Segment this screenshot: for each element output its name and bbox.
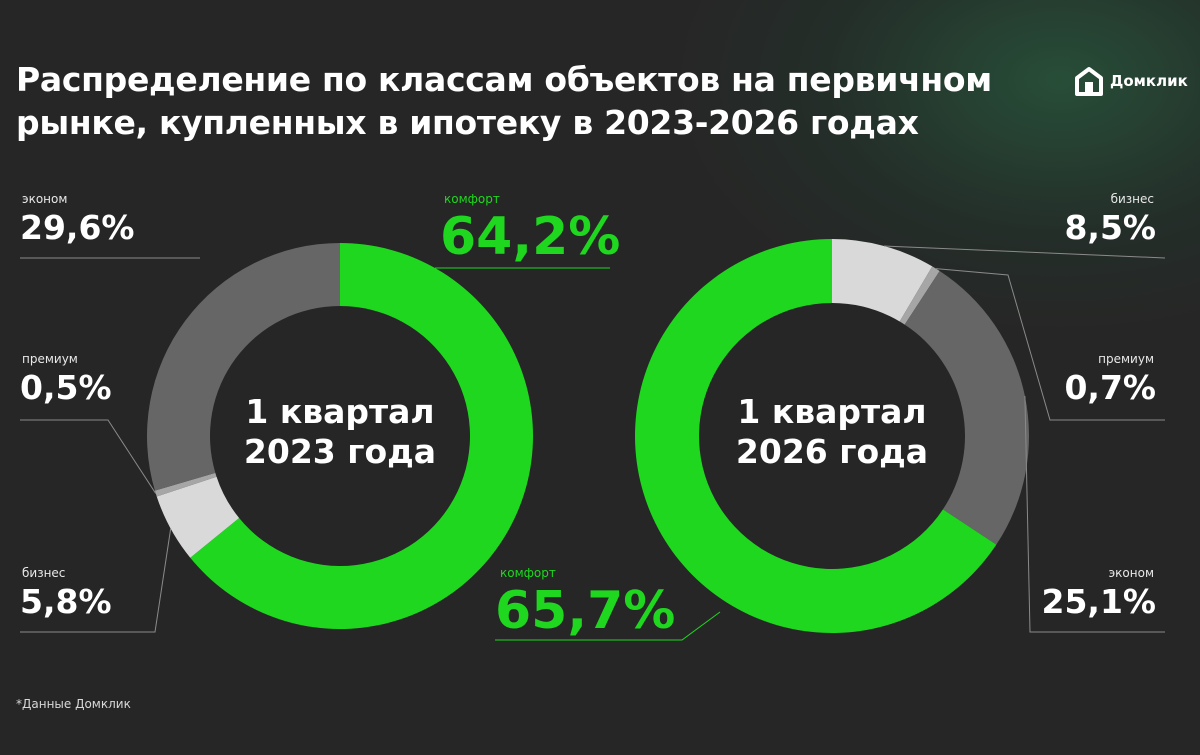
label-economy-2026-name: эконом [1108, 566, 1154, 580]
label-business-2023-value: 5,8% [20, 582, 112, 621]
label-economy-2026-value: 25,1% [1041, 582, 1157, 621]
house-logo-icon [1075, 67, 1103, 96]
slice-2026-1 [899, 266, 940, 325]
label-business-2026-name: бизнес [1110, 192, 1154, 206]
label-premium-2023-name: премиум [22, 352, 78, 366]
leader-premium-2023 [20, 419, 157, 494]
label-economy-2023-name: эконом [22, 192, 68, 206]
leader-business-2023 [20, 528, 172, 633]
leader-economy-2026 [1024, 396, 1165, 633]
leader-premium-2026 [935, 268, 1165, 421]
label-economy-2023-value: 29,6% [20, 208, 135, 247]
slice-2023-3 [147, 243, 340, 491]
label-premium-2026-name: премиум [1098, 352, 1154, 366]
chart-2026-center-label: 1 квартал 2026 года [702, 392, 962, 472]
label-business-2026-value: 8,5% [1064, 208, 1156, 247]
slice-2026-3 [635, 239, 997, 633]
footnote: *Данные Домклик [16, 697, 131, 711]
label-comfort-2026-name: комфорт [500, 566, 556, 580]
slice-2023-1 [156, 476, 240, 558]
slice-2023-0 [190, 243, 533, 629]
label-business-2023-name: бизнес [22, 566, 66, 580]
label-premium-2026-value: 0,7% [1064, 368, 1156, 407]
slice-2026-2 [904, 271, 1029, 545]
label-comfort-2026-value: 65,7% [495, 581, 676, 641]
chart-2026-center-line-2: 2026 года [735, 432, 929, 471]
leader-business-2026 [883, 245, 1166, 259]
slice-2026-0 [832, 239, 933, 322]
leader-comfort-2026 [495, 611, 721, 641]
logo-text: Домклик [1110, 72, 1188, 90]
brand-logo: Домклик [1074, 64, 1188, 98]
chart-2023-center-line-1: 1 квартал [245, 392, 435, 431]
label-premium-2023-value: 0,5% [20, 368, 112, 407]
slice-2023-2 [154, 472, 217, 497]
chart-2023-center-label: 1 квартал 2023 года [210, 392, 470, 472]
chart-2023-center-line-2: 2023 года [243, 432, 437, 471]
chart-2026-center-line-1: 1 квартал [737, 392, 927, 431]
page-title: Распределение по классам объектов на пер… [16, 60, 992, 142]
label-comfort-2023-name: комфорт [444, 192, 500, 206]
label-comfort-2023-value: 64,2% [440, 207, 621, 267]
